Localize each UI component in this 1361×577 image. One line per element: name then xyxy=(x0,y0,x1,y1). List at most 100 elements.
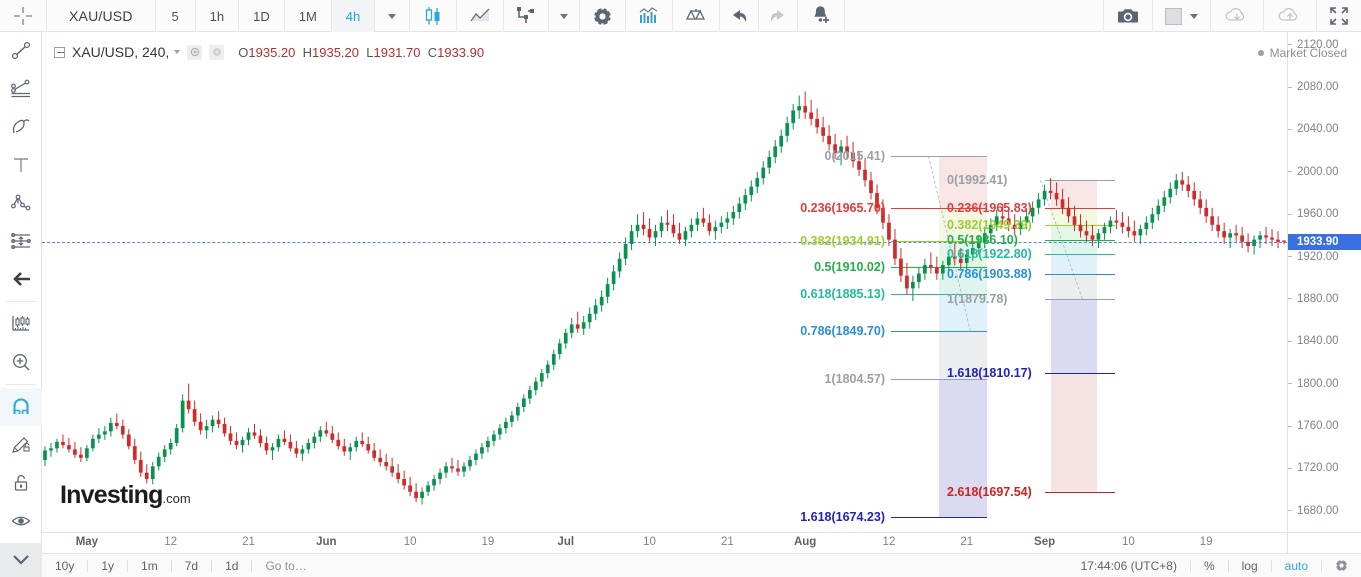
bottom-bar-divider xyxy=(1270,559,1272,572)
arrow-marker-tool[interactable] xyxy=(0,260,42,298)
hide-drawings-tool[interactable] xyxy=(0,502,42,540)
interval-1h[interactable]: 1h xyxy=(196,0,240,32)
indicators-icon[interactable] xyxy=(504,0,550,32)
compare-scales-icon[interactable] xyxy=(673,0,721,32)
pitchfork-tool[interactable] xyxy=(0,70,42,108)
chart-plot-area[interactable]: Investing.com 0(2015.41) 0.236(1965.70) 0.… xyxy=(42,32,1287,532)
cloud-upload-icon[interactable] xyxy=(1264,0,1317,32)
fib-level-line[interactable] xyxy=(1045,372,1115,374)
fib-level-line[interactable] xyxy=(891,331,987,333)
fib-level-label: 0.382(1949.39) xyxy=(947,218,1032,233)
brush-tool[interactable] xyxy=(0,108,42,146)
bar-chart-icon[interactable] xyxy=(626,0,674,32)
interval-1D[interactable]: 1D xyxy=(239,0,285,32)
lock-drawings-tool[interactable] xyxy=(0,464,42,502)
fib-level-line[interactable] xyxy=(1045,273,1115,275)
range-10y[interactable]: 10y xyxy=(55,558,75,573)
high-key: H xyxy=(302,44,313,60)
alert-bell-icon[interactable] xyxy=(798,0,846,32)
price-tick: 1800.00 xyxy=(1288,377,1361,391)
price-axis[interactable]: 2120.00 2080.00 2040.00 2000.00 1960.00 1920.… xyxy=(1287,32,1361,532)
toolbar-spacer xyxy=(845,0,1103,32)
fib-zone xyxy=(939,293,987,332)
current-price-badge: 1933.90 xyxy=(1288,233,1361,250)
fib-level-line[interactable] xyxy=(891,155,987,157)
close-key: C xyxy=(427,44,438,60)
log-scale-toggle[interactable]: log xyxy=(1241,558,1258,573)
chevron-down-icon[interactable] xyxy=(174,50,181,54)
legend-settings-icon[interactable] xyxy=(209,44,225,60)
crosshair-icon[interactable] xyxy=(0,0,47,32)
fib-level-line[interactable] xyxy=(1045,208,1115,210)
fib-zone xyxy=(939,155,987,209)
indicators-dropdown-caret[interactable] xyxy=(549,0,581,32)
elliott-wave-tool[interactable] xyxy=(0,184,42,222)
collapse-legend-icon[interactable] xyxy=(54,46,65,58)
fib-level-line[interactable] xyxy=(891,293,987,295)
range-1y[interactable]: 1y xyxy=(101,558,115,573)
open-key: O xyxy=(238,44,249,60)
percent-scale-toggle[interactable]: % xyxy=(1203,558,1215,573)
fib-level-line[interactable] xyxy=(1045,253,1115,255)
fib-level-line[interactable] xyxy=(891,267,987,269)
bottom-bar-divider xyxy=(170,559,172,572)
line-chart-icon[interactable] xyxy=(457,0,505,32)
undo-icon[interactable] xyxy=(720,0,760,32)
price-tick: 2120.00 xyxy=(1288,38,1361,52)
gear-icon[interactable] xyxy=(1322,559,1361,572)
trend-line-tool[interactable] xyxy=(0,32,42,70)
magnet-tool[interactable] xyxy=(0,388,42,426)
legend-title: XAU/USD, 240, xyxy=(72,44,170,60)
fib-level-label: 0.618(1885.13) xyxy=(800,286,885,301)
settings-gear-icon[interactable] xyxy=(580,0,627,32)
close-value: 1933.90 xyxy=(437,44,485,60)
measure-tool[interactable] xyxy=(0,305,42,343)
collapse-rail-tool[interactable] xyxy=(0,543,42,577)
rail-divider xyxy=(5,301,36,302)
fib-level-line[interactable] xyxy=(891,516,987,518)
interval-dropdown-caret[interactable] xyxy=(375,0,411,32)
fib-level-line[interactable] xyxy=(891,378,987,380)
chart-container[interactable]: XAU/USD, 240, O1935.20 H1935.20 L1931.70… xyxy=(42,32,1361,577)
time-tick: Aug xyxy=(793,536,817,548)
fib-level-label: 1(1804.57) xyxy=(824,371,885,386)
time-axis[interactable]: May 12 21 Jun 10 19 Jul 10 21 Aug 12 21 Sep 10 19 xyxy=(42,532,1287,553)
axis-corner xyxy=(1287,532,1361,553)
fib-level-line[interactable] xyxy=(1045,492,1115,494)
interval-1M[interactable]: 1M xyxy=(285,0,332,32)
rail-divider xyxy=(5,384,36,385)
fib-level-label: 1.618(1810.17) xyxy=(947,365,1032,380)
zoom-in-tool[interactable] xyxy=(0,343,42,381)
symbol-button[interactable]: XAU/USD xyxy=(47,0,156,32)
goto-button[interactable]: Go to… xyxy=(265,558,307,573)
low-key: L xyxy=(366,44,374,60)
range-1d[interactable]: 1d xyxy=(225,558,239,573)
text-tool[interactable] xyxy=(0,146,42,184)
redo-icon[interactable] xyxy=(759,0,799,32)
visibility-icon[interactable] xyxy=(187,44,203,60)
fullscreen-icon[interactable] xyxy=(1317,0,1361,32)
auto-scale-toggle[interactable]: auto xyxy=(1284,558,1308,573)
camera-icon[interactable] xyxy=(1103,0,1153,32)
clock-readout[interactable]: 17:44:06 (UTC+8) xyxy=(1080,558,1177,573)
fib-level-line[interactable] xyxy=(1045,299,1115,301)
draw-mode-tool[interactable] xyxy=(0,426,42,464)
fib-level-label: 0.236(1965.70) xyxy=(800,201,885,216)
candlestick-chart-icon[interactable] xyxy=(410,0,458,32)
fib-zone xyxy=(1051,372,1097,493)
cloud-download-icon[interactable] xyxy=(1211,0,1264,32)
range-1m[interactable]: 1m xyxy=(141,558,158,573)
fib-level-line[interactable] xyxy=(891,208,987,210)
color-swatch xyxy=(1165,7,1182,25)
theme-swatch-icon[interactable] xyxy=(1153,0,1211,32)
interval-5[interactable]: 5 xyxy=(156,0,196,32)
fib-level-line[interactable] xyxy=(1045,179,1115,181)
range-7d[interactable]: 7d xyxy=(184,558,199,573)
fib-level-line[interactable] xyxy=(1045,239,1115,241)
time-tick: Sep xyxy=(1034,536,1056,548)
fib-retracement-tool[interactable] xyxy=(0,222,42,260)
time-tick: 12 xyxy=(882,536,896,548)
fib-level-line[interactable] xyxy=(891,240,987,242)
interval-4h[interactable]: 4h xyxy=(331,0,376,32)
watermark-text: Investing xyxy=(60,481,163,509)
